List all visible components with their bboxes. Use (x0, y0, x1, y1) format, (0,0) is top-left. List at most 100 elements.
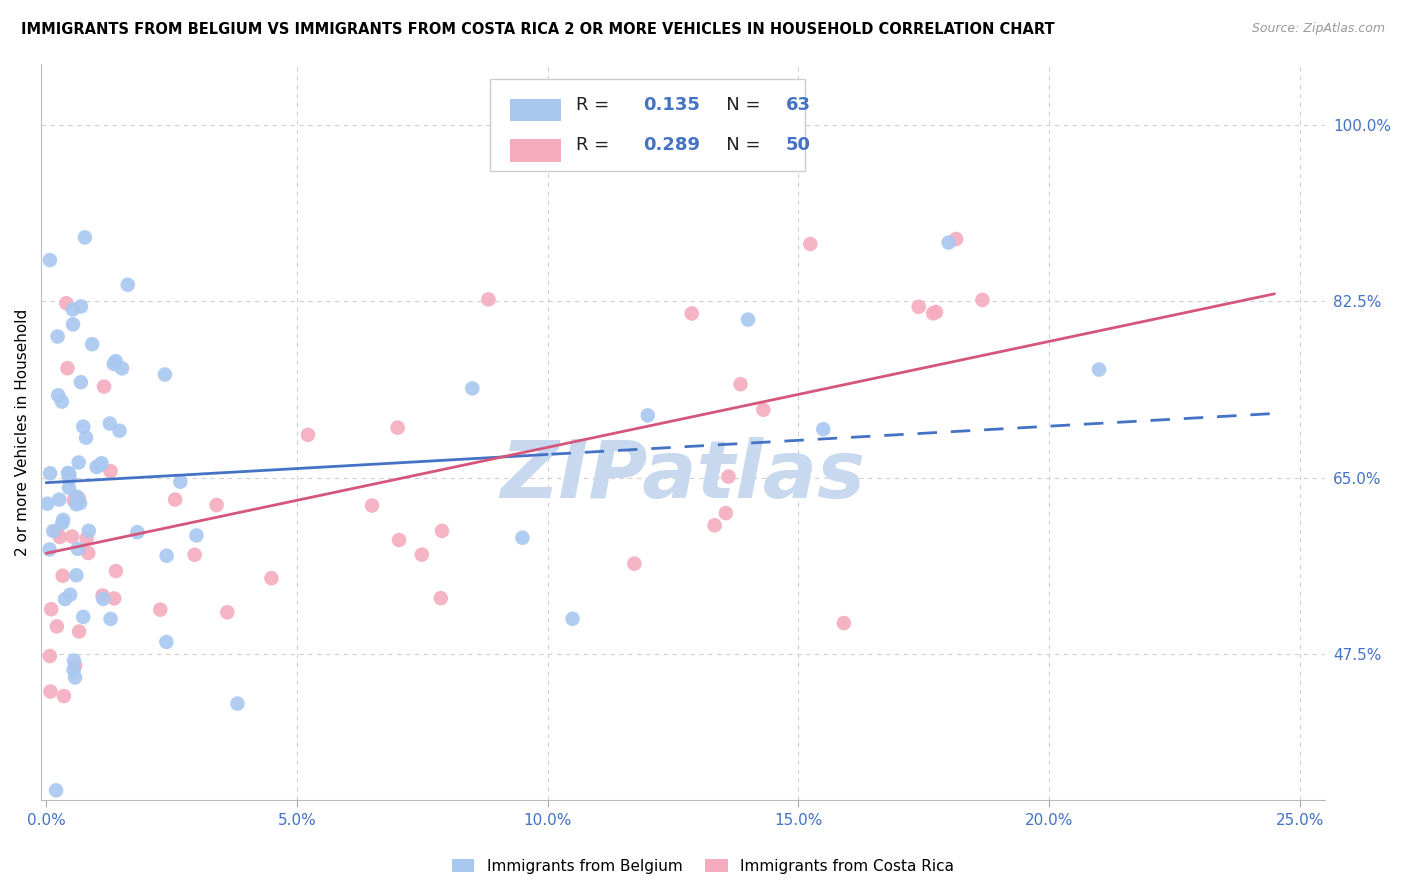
Point (38, 542, 60, 557)
Point (86, 459, 108, 474)
Point (58, 467, 80, 481)
Point (149, 602, 172, 616)
Point (813, 422, 835, 436)
Point (922, 306, 945, 320)
Point (714, 506, 737, 520)
Point (155, 635, 177, 649)
Point (39, 684, 62, 698)
Point (67, 624, 90, 639)
Text: 63: 63 (786, 95, 811, 113)
Text: 0.289: 0.289 (643, 136, 700, 154)
Point (63, 654, 86, 668)
Point (297, 428, 319, 442)
Point (217, 605, 239, 619)
Point (45, 619, 67, 633)
Point (73, 230, 96, 244)
Point (104, 564, 127, 578)
Point (65, 497, 87, 511)
Point (832, 616, 855, 631)
Point (82, 337, 104, 351)
Point (65, 568, 87, 582)
Y-axis label: 2 or more Vehicles in Household: 2 or more Vehicles in Household (15, 309, 30, 556)
Text: N =: N = (709, 136, 766, 154)
Text: Source: ZipAtlas.com: Source: ZipAtlas.com (1251, 22, 1385, 36)
Point (53, 592, 76, 607)
Point (93, 379, 115, 393)
Point (127, 525, 149, 540)
Text: R =: R = (576, 136, 616, 154)
Point (42, 524, 65, 538)
Point (63, 658, 86, 673)
Point (62, 493, 84, 508)
Point (104, 354, 127, 368)
Point (75, 431, 97, 445)
Text: 0.135: 0.135 (643, 95, 700, 113)
Point (226, 697, 249, 711)
Point (938, 235, 960, 250)
Point (717, 469, 740, 483)
Point (165, 492, 187, 507)
Point (51, 394, 73, 409)
Point (103, 357, 125, 371)
Point (117, 277, 139, 292)
Point (70, 300, 93, 314)
Point (51, 516, 73, 530)
Point (183, 548, 205, 562)
Point (72, 419, 94, 434)
Point (49, 530, 72, 544)
Point (58, 471, 80, 485)
Text: N =: N = (709, 95, 766, 113)
Point (153, 368, 176, 382)
Point (169, 475, 191, 489)
Point (77, 546, 100, 560)
Point (39, 467, 62, 481)
Point (925, 305, 948, 319)
Point (461, 381, 484, 395)
Point (103, 591, 125, 606)
Point (52, 689, 75, 703)
Bar (509, 139, 561, 161)
Point (37, 497, 59, 511)
Legend: Immigrants from Belgium, Immigrants from Costa Rica: Immigrants from Belgium, Immigrants from… (446, 853, 960, 880)
Point (60, 529, 83, 543)
Point (260, 571, 283, 585)
Point (46, 388, 69, 402)
Point (91, 591, 114, 606)
Point (66, 541, 89, 556)
Point (67, 491, 90, 506)
Point (156, 549, 179, 563)
Point (907, 300, 929, 314)
Point (76, 532, 98, 546)
Point (62, 302, 84, 317)
Point (45, 524, 67, 538)
FancyBboxPatch shape (491, 78, 804, 171)
Point (91, 589, 114, 603)
Point (70, 376, 93, 390)
Point (972, 293, 994, 307)
Point (45, 783, 67, 797)
Point (90, 456, 112, 470)
Point (945, 232, 967, 246)
Point (111, 361, 134, 376)
Point (512, 531, 534, 545)
Point (66, 490, 89, 504)
Point (799, 237, 821, 252)
Point (62, 663, 84, 677)
Point (67, 456, 90, 470)
Point (752, 402, 775, 417)
Point (561, 612, 583, 626)
Point (637, 409, 659, 423)
Point (52, 568, 75, 582)
Point (430, 524, 453, 538)
Text: ZIPatlas: ZIPatlas (501, 437, 865, 516)
Point (388, 533, 411, 547)
Text: R =: R = (576, 95, 616, 113)
Point (100, 464, 122, 478)
Point (59, 588, 82, 602)
Point (56, 361, 79, 376)
Point (411, 548, 433, 562)
Point (98, 417, 121, 431)
Text: 50: 50 (786, 136, 811, 154)
Point (46, 329, 69, 343)
Text: IMMIGRANTS FROM BELGIUM VS IMMIGRANTS FROM COSTA RICA 2 OR MORE VEHICLES IN HOUS: IMMIGRANTS FROM BELGIUM VS IMMIGRANTS FR… (21, 22, 1054, 37)
